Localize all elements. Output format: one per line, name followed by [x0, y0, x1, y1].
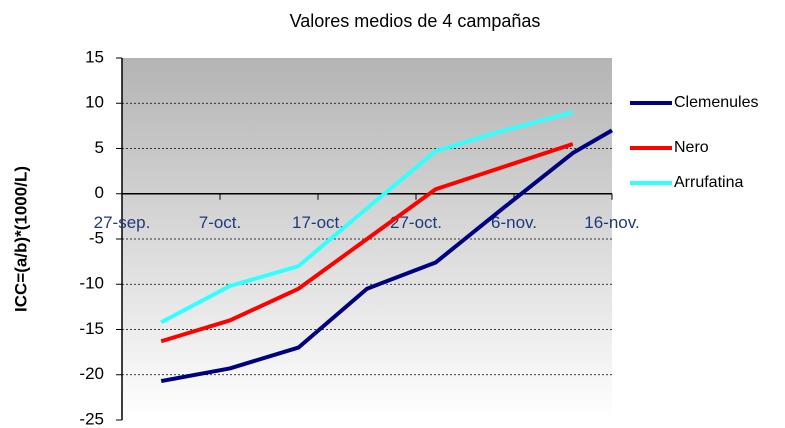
legend-label: Nero [674, 139, 709, 156]
y-tick-label: 10 [85, 93, 104, 112]
y-tick-label: 0 [95, 183, 104, 202]
series-line [160, 128, 613, 384]
legend-label: Clemenules [674, 94, 758, 111]
y-tick-label: -15 [79, 319, 104, 338]
y-tick-label: -10 [79, 274, 104, 293]
series-line [160, 142, 574, 344]
x-tick-label: 27-sep. [94, 213, 151, 232]
x-tick-label: 6-nov. [491, 213, 537, 232]
y-tick-label: -5 [89, 228, 104, 247]
series-line [160, 110, 574, 325]
y-tick-label: 15 [85, 47, 104, 66]
x-tick-label: 17-oct. [292, 213, 344, 232]
y-axis-label: ICC=(a/b)*(1000/L) [11, 166, 30, 312]
x-tick-label: 7-oct. [199, 213, 242, 232]
legend-label: Arrufatina [674, 174, 743, 191]
y-tick-label: -20 [79, 364, 104, 383]
x-tick-label: 27-oct. [390, 213, 442, 232]
y-tick-label: -25 [79, 409, 104, 428]
y-tick-label: 5 [95, 138, 104, 157]
chart-title: Valores medios de 4 campañas [290, 11, 541, 31]
x-tick-label: 16-nov. [584, 213, 639, 232]
